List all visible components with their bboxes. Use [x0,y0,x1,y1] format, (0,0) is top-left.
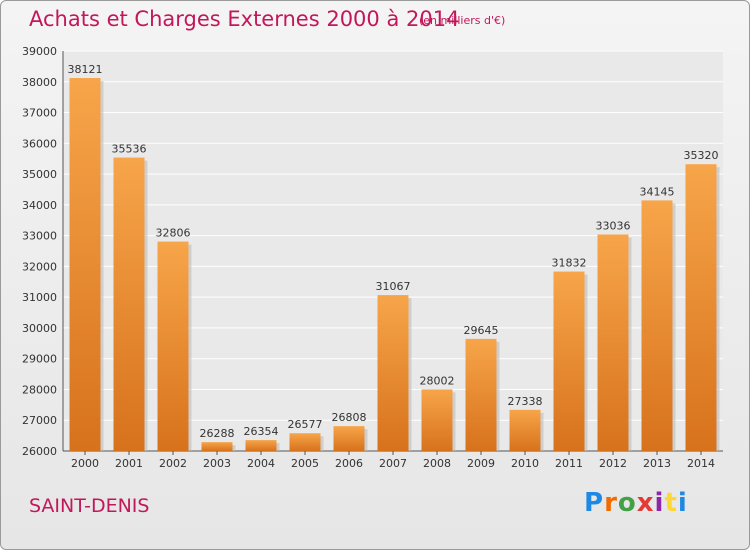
logo-letter: o [617,488,637,518]
y-tick-label: 35000 [22,168,57,181]
y-tick-label: 36000 [22,137,57,150]
bars [69,78,720,452]
x-tick-label: 2014 [687,457,715,470]
bar[interactable] [421,389,453,451]
x-tick-label: 2004 [247,457,275,470]
bar[interactable] [641,200,673,451]
y-tick-label: 38000 [22,76,57,89]
place-name: SAINT-DENIS [29,495,150,517]
y-tick-label: 26000 [22,445,57,458]
x-tick-label: 2013 [643,457,671,470]
data-label: 28002 [420,374,455,387]
proxiti-logo[interactable]: Proxiti [584,488,688,518]
x-tick-label: 2002 [159,457,187,470]
bar[interactable] [377,295,409,451]
chart-subtitle: (en milliers d'€) [419,14,506,27]
logo-letter: t [664,488,678,518]
logo-letter: i [677,488,688,518]
data-label: 32806 [156,227,191,240]
bar[interactable] [597,234,629,451]
x-tick-label: 2008 [423,457,451,470]
data-label: 34145 [640,185,675,198]
y-tick-label: 27000 [22,414,57,427]
bar[interactable] [113,157,145,452]
labels: 38121 35536 32806 26288 26354 26577 26808 31067… [68,63,719,440]
x-tick-label: 2003 [203,457,231,470]
bar[interactable] [509,409,541,451]
data-label: 35536 [112,143,147,156]
bar[interactable] [465,338,497,451]
data-label: 26354 [244,425,279,438]
x-tick-label: 2011 [555,457,583,470]
y-tick-label: 34000 [22,199,57,212]
data-label: 26808 [332,411,367,424]
bar[interactable] [685,164,717,451]
y-tick-label: 28000 [22,383,57,396]
y-tick-label: 37000 [22,107,57,120]
x-tick-label: 2000 [71,457,99,470]
data-label: 31067 [376,280,411,293]
y-tick-label: 39000 [22,45,57,58]
data-label: 27338 [508,395,543,408]
y-tick-label: 33000 [22,230,57,243]
x-tick-label: 2005 [291,457,319,470]
bar[interactable] [201,442,233,451]
x-tick-label: 2007 [379,457,407,470]
x-tick-label: 2010 [511,457,539,470]
logo-letter: r [604,488,618,518]
logo-letter: x [636,488,655,518]
data-label: 33036 [596,220,631,233]
data-label: 26577 [288,418,323,431]
data-label: 29645 [464,324,499,337]
logo-letter: i [654,488,665,518]
bar[interactable] [553,271,585,451]
y-tick-label: 29000 [22,353,57,366]
bar[interactable] [245,440,277,451]
y-tick-label: 32000 [22,260,57,273]
chart-title: Achats et Charges Externes 2000 à 2014 [29,7,460,31]
data-label: 38121 [68,63,103,76]
bar[interactable] [333,426,365,451]
x-tick-label: 2012 [599,457,627,470]
bar[interactable] [69,78,101,452]
y-tick-label: 30000 [22,322,57,335]
bar[interactable] [289,433,321,451]
bar[interactable] [157,241,189,451]
data-label: 35320 [684,149,719,162]
x-tick-label: 2001 [115,457,143,470]
data-label: 31832 [552,257,587,270]
data-label: 26288 [200,427,235,440]
x-tick-label: 2006 [335,457,363,470]
y-tick-label: 31000 [22,291,57,304]
x-tick-label: 2009 [467,457,495,470]
logo-letter: P [584,488,605,518]
